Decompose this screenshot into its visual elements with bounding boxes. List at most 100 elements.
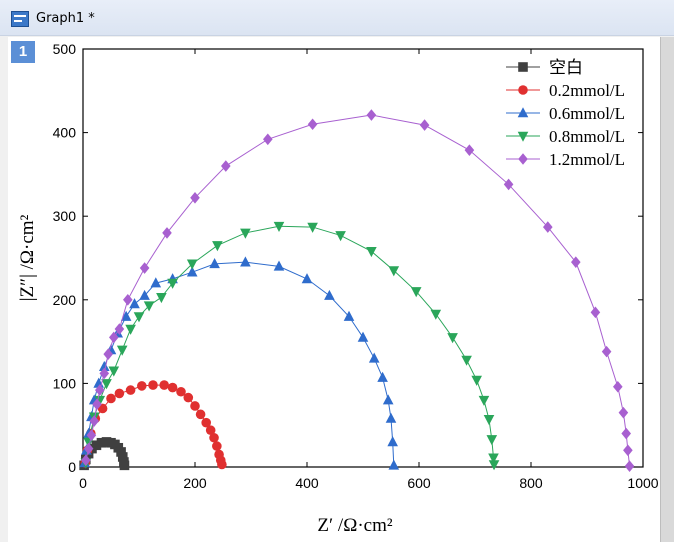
- data-point: [273, 260, 285, 271]
- data-point: [478, 395, 490, 406]
- data-point: [410, 287, 422, 298]
- data-point: [471, 375, 482, 386]
- data-point: [388, 459, 400, 470]
- data-point: [159, 380, 169, 390]
- data-point: [613, 380, 623, 393]
- data-point: [382, 394, 394, 405]
- legend-label: 空白: [549, 58, 583, 77]
- data-point: [101, 379, 112, 390]
- data-point: [263, 133, 273, 146]
- data-point: [92, 398, 102, 411]
- y-axis-title: |Z″| /Ω·cm²: [17, 214, 38, 301]
- data-point: [209, 258, 220, 269]
- data-point: [486, 435, 498, 446]
- legend-marker: [517, 107, 529, 118]
- data-point: [385, 412, 397, 423]
- data-point: [167, 278, 178, 289]
- data-point: [212, 441, 222, 451]
- series-layer: [79, 109, 635, 472]
- legend-label: 0.8mmol/L: [549, 127, 625, 146]
- data-point: [307, 222, 318, 233]
- legend-label: 0.6mmol/L: [549, 104, 625, 123]
- data-point: [156, 292, 167, 304]
- data-point: [91, 440, 102, 451]
- data-point: [190, 401, 200, 411]
- data-point: [343, 310, 355, 321]
- legend-marker: [518, 153, 528, 165]
- legend-entry-5: 1.2mmol/L: [506, 150, 625, 169]
- data-point: [109, 331, 119, 344]
- legend-marker: [517, 131, 529, 142]
- series-4: [80, 221, 500, 471]
- legend-label: 0.2mmol/L: [549, 81, 625, 100]
- series-line: [85, 114, 631, 467]
- data-point: [120, 310, 132, 321]
- data-point: [387, 436, 398, 447]
- data-point: [209, 432, 219, 443]
- data-point: [388, 266, 400, 277]
- layer-indicator[interactable]: 1: [11, 41, 35, 63]
- data-point: [488, 460, 500, 471]
- x-axis-title: Z′ /Ω·cm²: [317, 515, 392, 536]
- data-point: [81, 454, 91, 467]
- data-point: [205, 425, 216, 436]
- data-point: [106, 393, 116, 404]
- data-point: [366, 247, 377, 258]
- data-point: [240, 256, 251, 267]
- data-point: [324, 289, 335, 300]
- window-title-bar[interactable]: Graph1 *: [0, 0, 674, 36]
- data-point: [503, 178, 514, 191]
- data-point: [117, 452, 128, 462]
- data-point: [143, 301, 155, 312]
- window-title: Graph1 *: [36, 11, 95, 26]
- data-point: [366, 109, 377, 121]
- legend-entry-1: 空白: [506, 58, 583, 77]
- data-point: [377, 371, 388, 382]
- data-point: [430, 309, 442, 320]
- data-point: [240, 228, 251, 239]
- data-point: [212, 241, 223, 252]
- data-point: [148, 380, 158, 390]
- data-point: [201, 417, 211, 428]
- vertical-scrollbar[interactable]: [660, 37, 674, 542]
- data-point: [123, 294, 133, 306]
- data-point: [190, 192, 200, 204]
- data-point: [119, 460, 130, 471]
- data-point: [618, 406, 629, 419]
- y-tick-label: 0: [68, 459, 76, 475]
- data-point: [464, 144, 475, 156]
- data-point: [183, 392, 194, 403]
- series-line: [84, 384, 223, 465]
- data-point: [623, 444, 633, 457]
- data-point: [307, 118, 318, 131]
- data-point: [461, 355, 472, 366]
- data-point: [103, 348, 113, 360]
- data-point: [114, 323, 125, 335]
- data-point: [94, 395, 106, 406]
- data-point: [137, 381, 147, 391]
- data-point: [335, 231, 346, 242]
- graph-window-icon: [11, 11, 29, 27]
- data-point: [601, 345, 612, 358]
- data-point: [125, 324, 136, 335]
- data-point: [483, 415, 495, 426]
- data-point: [186, 266, 198, 277]
- legend-marker: [518, 85, 528, 95]
- data-point: [621, 427, 631, 440]
- x-tick-label: 600: [407, 475, 431, 491]
- legend-marker: [518, 62, 528, 72]
- data-point: [139, 289, 150, 300]
- y-tick-label: 200: [53, 292, 77, 308]
- data-point: [217, 459, 227, 470]
- data-point: [357, 331, 369, 342]
- data-point: [116, 447, 126, 457]
- y-tick-label: 100: [53, 375, 77, 391]
- x-tick-label: 0: [79, 475, 87, 491]
- data-point: [89, 415, 99, 427]
- x-tick-label: 400: [295, 475, 319, 491]
- x-tick-label: 200: [183, 475, 207, 491]
- data-point: [162, 227, 172, 239]
- data-point: [301, 273, 313, 284]
- data-point: [624, 460, 635, 472]
- data-point: [98, 360, 110, 371]
